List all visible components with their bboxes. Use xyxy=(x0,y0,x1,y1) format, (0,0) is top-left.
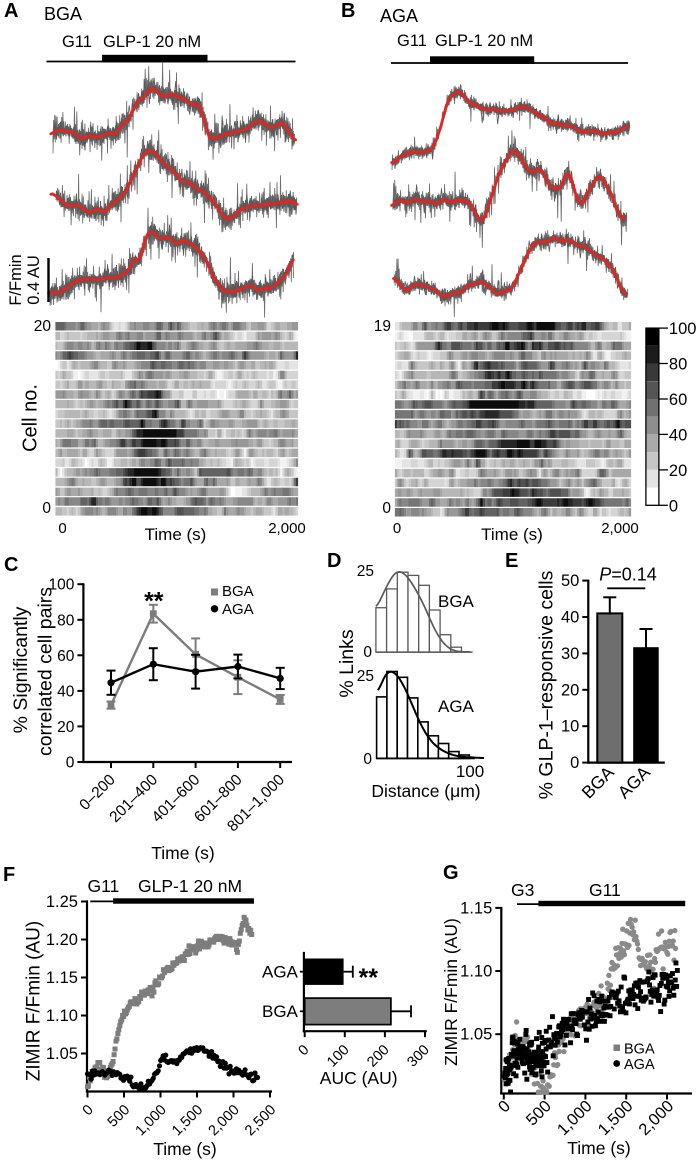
svg-text:ZIMIR F/Fmin (AU): ZIMIR F/Fmin (AU) xyxy=(441,918,461,1066)
svg-text:BGA: BGA xyxy=(438,592,475,611)
svg-text:Distance (μm): Distance (μm) xyxy=(371,781,480,801)
svg-text:60: 60 xyxy=(57,648,75,665)
svg-text:1.10: 1.10 xyxy=(460,963,492,981)
svg-text:BGA: BGA xyxy=(222,583,254,600)
svg-text:0: 0 xyxy=(363,644,372,661)
svg-text:80: 80 xyxy=(57,612,75,629)
svg-text:Cell no.: Cell no. xyxy=(20,384,42,452)
svg-text:G3: G3 xyxy=(511,880,534,900)
svg-text:0: 0 xyxy=(669,497,678,515)
svg-text:AGA: AGA xyxy=(624,1057,655,1073)
svg-text:2,000: 2,000 xyxy=(601,520,639,537)
svg-text:BGA: BGA xyxy=(262,1002,299,1021)
svg-text:E: E xyxy=(505,550,518,572)
svg-text:100: 100 xyxy=(669,320,697,338)
svg-text:GLP-1 20 nM: GLP-1 20 nM xyxy=(138,876,242,896)
svg-text:BGA: BGA xyxy=(44,4,82,24)
svg-text:% Links: % Links xyxy=(336,629,358,698)
svg-text:Time (s): Time (s) xyxy=(145,525,207,544)
svg-text:0: 0 xyxy=(66,755,75,772)
svg-text:0: 0 xyxy=(393,520,401,537)
svg-text:F/Fmin: F/Fmin xyxy=(7,254,25,305)
svg-text:AGA: AGA xyxy=(380,6,418,26)
svg-text:**: ** xyxy=(144,588,164,616)
svg-text:100: 100 xyxy=(456,762,484,781)
svg-text:ZIMIR F/Fmin (AU): ZIMIR F/Fmin (AU) xyxy=(24,921,45,1081)
svg-text:AGA: AGA xyxy=(262,963,299,982)
svg-text:40: 40 xyxy=(57,683,75,700)
svg-text:1.05: 1.05 xyxy=(46,1045,78,1063)
svg-text:G: G xyxy=(443,862,459,884)
svg-text:40: 40 xyxy=(669,426,687,444)
svg-text:20: 20 xyxy=(561,681,579,699)
svg-text:40: 40 xyxy=(561,609,579,627)
svg-text:correlated cell pairs: correlated cell pairs xyxy=(34,587,56,756)
svg-text:G11: G11 xyxy=(589,880,621,900)
svg-text:D: D xyxy=(327,550,341,572)
svg-text:80: 80 xyxy=(669,356,687,374)
svg-text:P=0.14: P=0.14 xyxy=(599,565,657,585)
svg-text:100: 100 xyxy=(49,577,75,594)
svg-text:0: 0 xyxy=(570,754,579,772)
svg-text:20: 20 xyxy=(57,719,75,736)
svg-text:GLP-1 20 nM: GLP-1 20 nM xyxy=(435,32,533,50)
svg-text:20: 20 xyxy=(669,462,687,480)
svg-text:**: ** xyxy=(359,964,379,992)
svg-text:GLP-1 20 nM: GLP-1 20 nM xyxy=(103,33,201,51)
svg-text:30: 30 xyxy=(561,645,579,663)
svg-text:1.20: 1.20 xyxy=(46,931,78,949)
svg-text:F: F xyxy=(3,864,15,886)
svg-text:0: 0 xyxy=(58,520,66,537)
svg-text:60: 60 xyxy=(669,391,687,409)
svg-text:0: 0 xyxy=(42,500,51,517)
svg-text:19: 19 xyxy=(374,318,391,335)
svg-text:10: 10 xyxy=(561,718,579,736)
svg-text:Time (s): Time (s) xyxy=(153,1139,217,1159)
svg-text:0: 0 xyxy=(382,500,391,517)
svg-text:25: 25 xyxy=(357,668,374,685)
svg-text:1.10: 1.10 xyxy=(46,1007,78,1025)
svg-text:0: 0 xyxy=(363,751,372,768)
svg-text:Time (s): Time (s) xyxy=(567,1138,631,1158)
svg-text:2,000: 2,000 xyxy=(268,520,306,537)
svg-text:AGA: AGA xyxy=(222,601,254,618)
svg-text:25: 25 xyxy=(357,563,374,580)
svg-text:% GLP-1–responsive cells: % GLP-1–responsive cells xyxy=(536,570,558,799)
svg-text:G11: G11 xyxy=(88,876,120,896)
svg-text:Time (s): Time (s) xyxy=(151,843,215,863)
svg-text:Time (s): Time (s) xyxy=(481,525,543,544)
svg-text:1.05: 1.05 xyxy=(460,1026,492,1044)
svg-text:G11: G11 xyxy=(397,32,427,50)
svg-text:C: C xyxy=(4,554,18,576)
svg-text:50: 50 xyxy=(561,572,579,590)
svg-text:1.15: 1.15 xyxy=(46,969,78,987)
svg-text:% Significantly: % Significantly xyxy=(10,606,32,733)
svg-text:20: 20 xyxy=(34,318,52,335)
svg-text:0.4 AU: 0.4 AU xyxy=(25,255,43,305)
svg-text:1.15: 1.15 xyxy=(460,899,492,917)
svg-text:A: A xyxy=(4,0,18,22)
svg-text:AGA: AGA xyxy=(438,697,475,716)
svg-text:G11: G11 xyxy=(62,33,92,51)
svg-text:1.25: 1.25 xyxy=(46,893,78,911)
svg-text:BGA: BGA xyxy=(624,1042,655,1058)
svg-text:B: B xyxy=(341,0,355,22)
svg-text:AUC (AU): AUC (AU) xyxy=(320,1068,398,1088)
